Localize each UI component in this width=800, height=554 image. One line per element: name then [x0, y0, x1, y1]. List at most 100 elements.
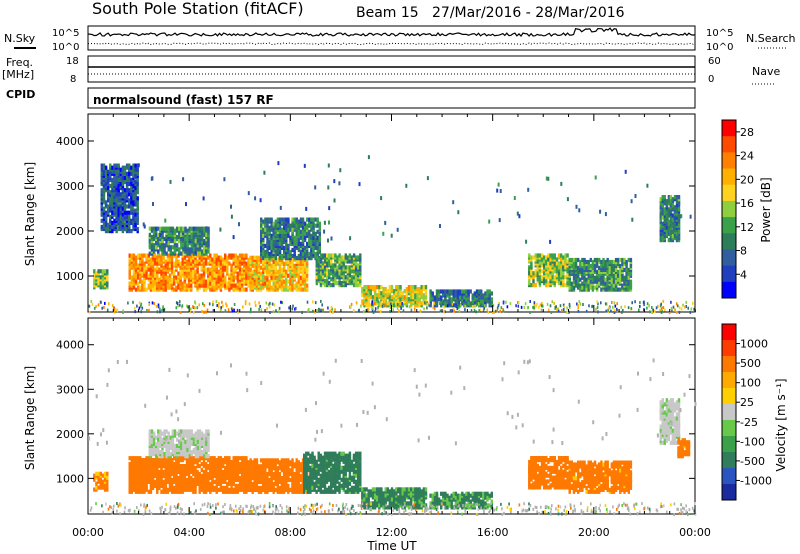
heatmap-cell: [138, 301, 141, 305]
heatmap-cell: [291, 247, 294, 253]
heatmap-cell: [299, 279, 303, 284]
heatmap-cell: [529, 311, 531, 314]
heatmap-cell: [293, 283, 296, 288]
heatmap-cell: [157, 239, 160, 244]
heatmap-cell: [405, 287, 409, 292]
heatmap-cell: [139, 259, 142, 264]
heatmap-cell: [612, 275, 616, 280]
heatmap-cell: [97, 303, 100, 307]
heatmap-cell: [555, 308, 558, 312]
heatmap-cell: [316, 229, 319, 234]
heatmap-cell: [342, 267, 345, 272]
heatmap-cell: [226, 265, 229, 270]
heatmap-cell: [678, 310, 681, 314]
heatmap-cell: [646, 183, 649, 188]
heatmap-cell: [169, 251, 172, 256]
heatmap-cell: [630, 307, 633, 310]
heatmap-cell: [190, 271, 193, 276]
heatmap-cell: [285, 221, 288, 226]
heatmap-cell: [130, 171, 133, 176]
heatmap-cell: [458, 300, 460, 304]
heatmap-cell: [610, 265, 614, 270]
heatmap-cell: [258, 301, 260, 305]
heatmap-cell: [589, 283, 592, 288]
heatmap-cell: [643, 300, 645, 304]
heatmap-cell: [243, 287, 246, 292]
heatmap-cell: [175, 226, 179, 231]
heatmap-cell: [141, 271, 144, 276]
heatmap-cell: [289, 235, 292, 240]
heatmap-cell: [107, 208, 110, 213]
heatmap-cell: [202, 469, 206, 475]
heatmap-cell: [153, 281, 157, 286]
heatmap-cell: [137, 281, 140, 286]
heatmap-cell: [287, 227, 290, 232]
heatmap-cell: [215, 300, 218, 303]
heatmap-cell: [193, 310, 195, 314]
heatmap-cell: [134, 167, 137, 172]
heatmap-cell: [213, 265, 216, 270]
heatmap-cell: [673, 223, 677, 228]
heatmap-cell: [456, 289, 460, 294]
heatmap-cell: [334, 263, 337, 268]
heatmap-cell: [153, 458, 157, 463]
heatmap-cell: [134, 287, 138, 292]
heatmap-cell: [141, 485, 144, 490]
heatmap-cell: [661, 195, 664, 200]
heatmap-cell: [236, 460, 240, 465]
heatmap-cell: [125, 204, 129, 209]
heatmap-cell: [371, 307, 373, 311]
heatmap-cell: [102, 196, 106, 201]
heatmap-cell: [660, 310, 663, 314]
heatmap-cell: [219, 255, 223, 260]
heatmap-cell: [177, 469, 180, 475]
heatmap-cell: [315, 281, 318, 286]
colorbar-segment: [722, 120, 736, 137]
colorbar-segment: [722, 136, 736, 153]
heatmap-cell: [627, 281, 630, 286]
heatmap-cell: [663, 219, 666, 224]
heatmap-cell: [547, 281, 550, 286]
heatmap-cell: [613, 308, 616, 312]
heatmap-cell: [137, 163, 140, 168]
heatmap-cell: [232, 267, 235, 272]
heatmap-cell: [234, 467, 237, 473]
heatmap-cell: [382, 231, 385, 236]
heatmap-cell: [190, 456, 193, 461]
heatmap-cell: [204, 485, 208, 490]
heatmap-cell: [536, 267, 539, 272]
heatmap-cell: [109, 206, 112, 211]
heatmap-cell: [264, 281, 267, 286]
heatmap-cell: [264, 243, 267, 248]
heatmap-cell: [303, 263, 307, 268]
heatmap-cell: [305, 206, 308, 211]
heatmap-cell: [314, 245, 317, 250]
heatmap-cell: [224, 267, 227, 272]
heatmap-cell: [606, 277, 609, 282]
heatmap-cell: [282, 287, 286, 292]
heatmap-cell: [397, 285, 400, 290]
heatmap-cell: [306, 217, 309, 222]
heatmap-cell: [119, 224, 122, 230]
heatmap-cell: [277, 161, 280, 166]
heatmap-cell: [152, 226, 156, 231]
heatmap-cell: [221, 300, 223, 304]
heatmap-cell: [170, 269, 174, 274]
heatmap-cell: [200, 467, 203, 473]
heatmap-cell: [620, 305, 623, 309]
heatmap-cell: [121, 206, 125, 211]
heatmap-cell: [478, 309, 480, 313]
heatmap-cell: [170, 283, 174, 288]
heatmap-cell: [128, 192, 131, 197]
heatmap-cell: [139, 466, 142, 471]
heatmap-cell: [151, 265, 155, 270]
heatmap-cell: [102, 222, 106, 227]
heatmap-cell: [141, 259, 144, 264]
heatmap-cell: [176, 302, 179, 305]
heatmap-cell: [100, 177, 103, 182]
heatmap-cell: [130, 466, 133, 471]
heatmap-cell: [148, 241, 152, 246]
heatmap-cell: [106, 281, 109, 286]
heatmap-cell: [148, 303, 150, 306]
freq-tick-bottom: 8: [70, 74, 76, 85]
